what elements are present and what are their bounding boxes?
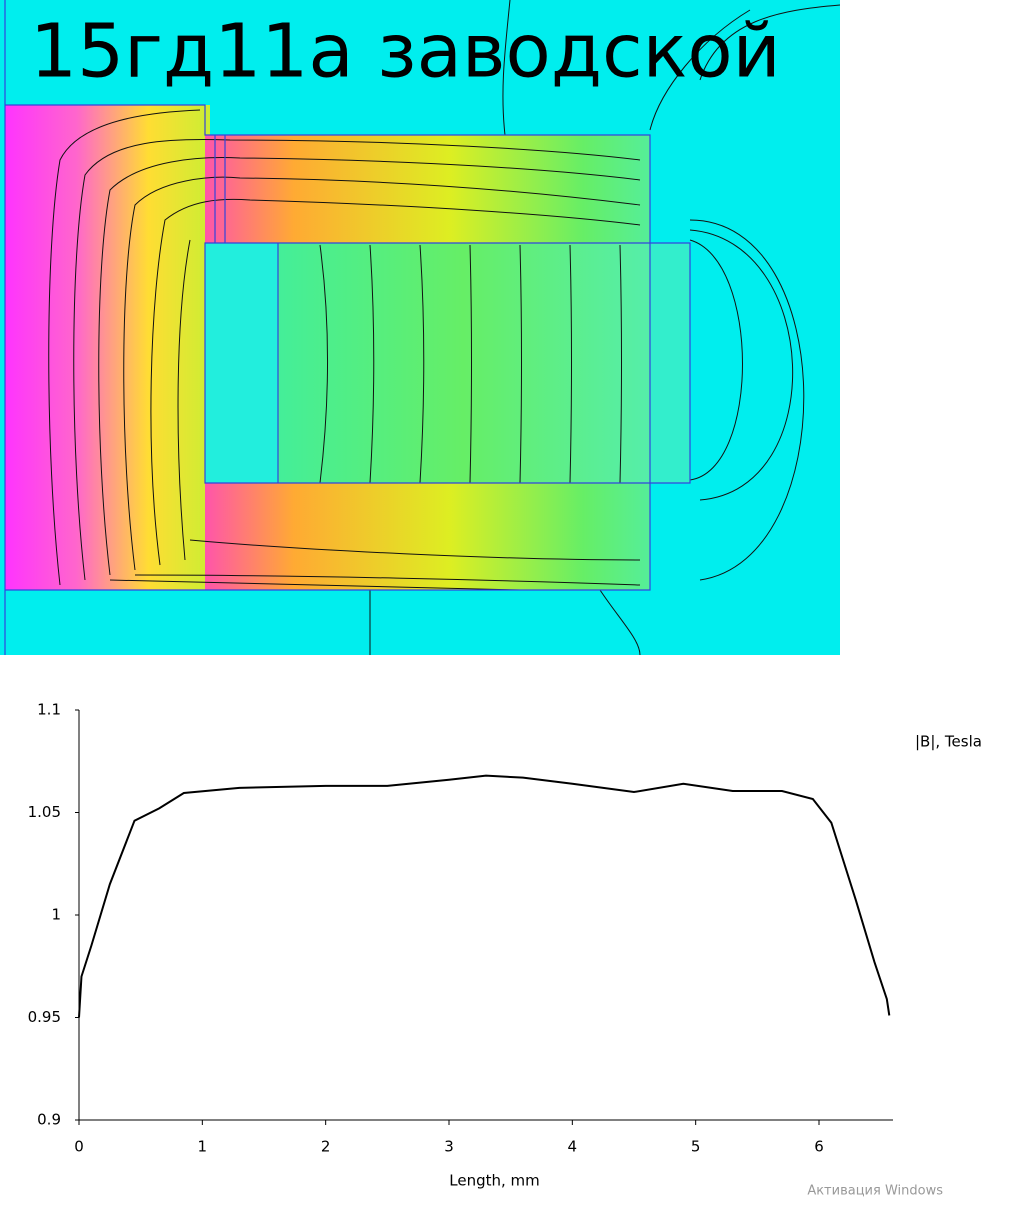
x-tick-label: 0	[74, 1138, 84, 1156]
watermark: Активация Windows	[807, 1184, 943, 1199]
field-plot: 15гд11а заводской	[0, 0, 841, 656]
contour	[48, 109, 201, 586]
data-line	[78, 774, 891, 1018]
line-chart: 0.9 0.95 1 1.05 1.1 0 1 2 3 4 5 6 Length, mm |B|, Tes…	[28, 701, 982, 1190]
x-tick-label: 4	[568, 1138, 578, 1156]
y-tick-label: 1.05	[28, 803, 61, 821]
contour	[73, 138, 641, 581]
lower-region	[205, 483, 650, 590]
coil-region	[205, 243, 278, 483]
x-tick-label: 3	[444, 1138, 454, 1156]
x-axis-label: Length, mm	[449, 1172, 540, 1190]
contour	[319, 244, 622, 484]
y-tick-label: 0.9	[37, 1111, 61, 1129]
x-tick-label: 5	[691, 1138, 701, 1156]
plot-title: 15гд11а заводской	[30, 9, 781, 95]
x-tick-label: 2	[321, 1138, 331, 1156]
contour	[150, 198, 641, 566]
right-region	[650, 243, 690, 483]
contour	[369, 0, 841, 656]
core-region	[5, 105, 210, 590]
legend-label: |B|, Tesla	[915, 733, 982, 751]
gap-region	[278, 243, 650, 483]
contour	[123, 176, 641, 571]
geometry-outline	[4, 0, 691, 655]
outline	[4, 0, 691, 655]
contours	[48, 0, 841, 656]
y-tick-label: 0.95	[28, 1008, 61, 1026]
upper-region	[205, 135, 650, 243]
contour	[109, 574, 641, 591]
x-tick-label: 1	[198, 1138, 208, 1156]
contour	[177, 239, 641, 561]
contour	[689, 219, 805, 581]
y-tick-label: 1.1	[37, 701, 61, 719]
x-tick-label: 6	[814, 1138, 824, 1156]
y-tick-label: 1	[51, 906, 61, 924]
contour	[98, 157, 641, 576]
